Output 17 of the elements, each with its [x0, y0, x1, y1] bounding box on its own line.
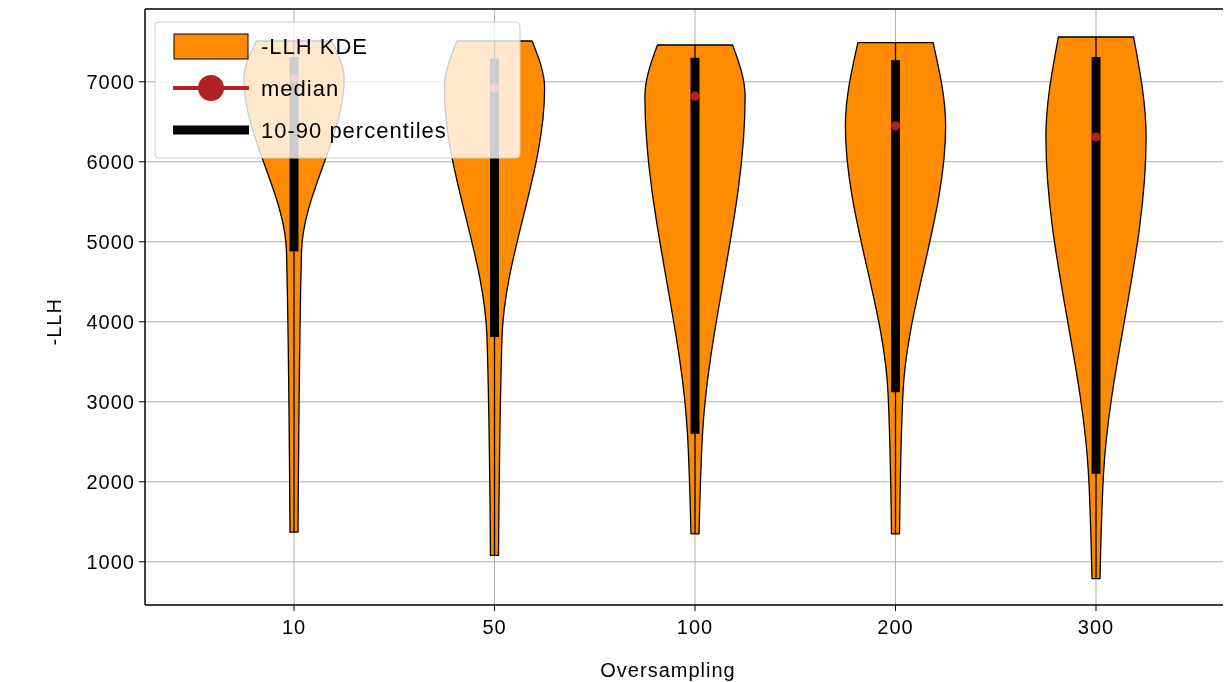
y-tick-label: 5000 [86, 230, 135, 253]
x-axis-title: Oversampling [600, 659, 736, 681]
y-tick-label: 2000 [86, 470, 135, 493]
x-tick-label: 50 [482, 616, 507, 638]
annotation: -LLH KDE [261, 33, 369, 59]
legend-label: 10-90 percentiles [261, 117, 447, 143]
annotation: median [261, 75, 340, 101]
x-tick-label: 10 [281, 616, 307, 638]
y-tick-label: 7000 [86, 70, 135, 93]
x-tick-label: 300 [1077, 616, 1115, 638]
x-tick-label: 100 [676, 616, 714, 638]
y-tick-label: 3000 [86, 390, 135, 413]
y-tick-label: 6000 [86, 150, 135, 173]
x-tick-label: 200 [877, 616, 914, 638]
y-tick-label: 4000 [86, 310, 135, 333]
y-tick-label: 1000 [86, 550, 135, 573]
y-axis-title: -LLH [43, 298, 65, 346]
